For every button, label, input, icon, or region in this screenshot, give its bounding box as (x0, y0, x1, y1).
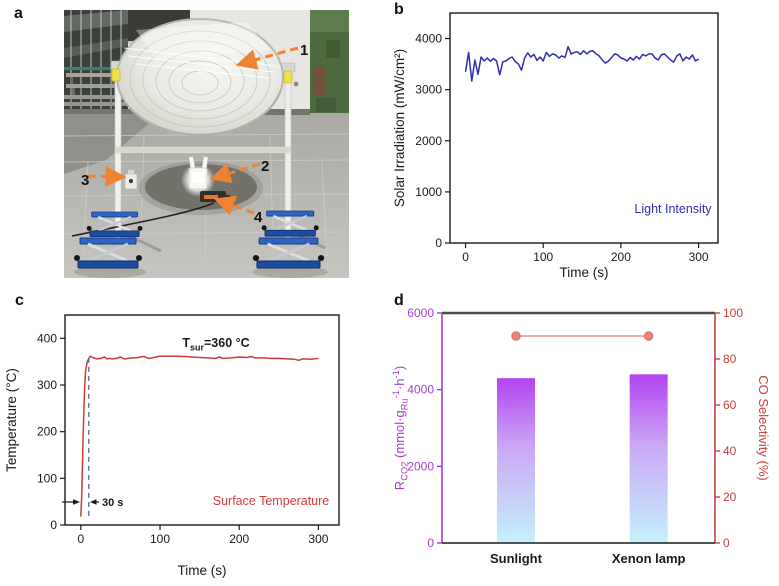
arrow-1 (235, 46, 299, 70)
y-tick-label: 0 (50, 518, 57, 532)
plot-frame (449, 12, 719, 244)
lab-jacks (72, 209, 328, 278)
x-tick-label: 200 (611, 250, 631, 264)
x-tick-label: 300 (689, 250, 709, 264)
rise-arrow-head-left (90, 499, 97, 505)
arrow-2 (209, 162, 261, 184)
y-tick-label: 200 (37, 425, 57, 439)
photo-label-1: 1 (300, 42, 308, 59)
y-tick-label: 1000 (415, 185, 442, 199)
x-tick-label: 300 (308, 532, 328, 546)
glass-facade (64, 10, 128, 110)
y-tick-label: 100 (37, 471, 57, 485)
y-tick-label: 4000 (415, 32, 442, 46)
photo-label-2: 2 (261, 158, 269, 175)
tsur-annotation: Tsur=360 °C (182, 336, 249, 353)
right-axis-label: CO Selectivity (%) (756, 375, 771, 480)
rise-time-label: 30 s (102, 497, 123, 509)
y-tick-label: 300 (37, 378, 57, 392)
series-line (80, 355, 319, 517)
photo-label-4: 4 (254, 209, 263, 226)
arrow-4 (213, 195, 255, 216)
right-tick-label: 100 (723, 306, 743, 320)
bar-sunlight (496, 378, 535, 543)
y-tick-label: 400 (37, 331, 57, 345)
x-axis-label: Time (s) (560, 265, 609, 280)
y-axis-label: Solar Irradiation (mW/cm²) (392, 49, 407, 207)
plot-frame (64, 314, 340, 526)
panel-letter-b: b (394, 1, 404, 18)
arrow-3 (87, 166, 127, 188)
x-tick-label: 100 (533, 250, 553, 264)
y-axis-label: Temperature (°C) (4, 368, 19, 472)
left-tick-label: 4000 (407, 383, 434, 397)
photo-label-3: 3 (81, 172, 89, 189)
panel-letter-a: a (14, 5, 23, 22)
building-shadow (64, 114, 160, 174)
category-label: Xenon lamp (612, 551, 686, 566)
x-tick-label: 200 (229, 532, 249, 546)
lens-clip-left (111, 68, 121, 82)
right-tick-label: 20 (723, 490, 737, 504)
x-tick-label: 0 (77, 532, 84, 546)
temperature-chart: 0 100 200 300 0 100 200 300 400 Time (s) Temperatu… (4, 314, 340, 578)
left-tick-label: 6000 (407, 306, 434, 320)
x-tick-label: 100 (150, 532, 170, 546)
hedge (310, 10, 349, 115)
right-tick-label: 40 (723, 444, 737, 458)
clip-bolt (293, 81, 299, 87)
right-tick-label: 80 (723, 352, 737, 366)
left-axis-label: RCO2 (mmol·gRu-1·h-1) (391, 366, 409, 490)
y-tick-label: 0 (435, 236, 442, 250)
category-label: Sunlight (490, 551, 543, 566)
rise-arrow-head-right (73, 499, 80, 505)
panel-letter-d: d (394, 292, 404, 309)
legend-label: Light Intensity (634, 202, 712, 216)
selectivity-point (511, 331, 521, 341)
lens-clip-right (283, 70, 293, 84)
left-tick-label: 0 (427, 536, 434, 550)
panel-letter-c: c (15, 292, 24, 309)
x-tick-label: 0 (462, 250, 469, 264)
x-axis-label: Time (s) (178, 563, 227, 578)
right-tick-label: 60 (723, 398, 737, 412)
left-tick-label: 2000 (407, 459, 434, 473)
selectivity-point (643, 331, 654, 341)
fresnel-lens (111, 18, 299, 136)
right-tick-label: 0 (723, 536, 730, 550)
legend-label: Surface Temperature (213, 494, 330, 508)
bar-xenon-lamp (629, 374, 668, 543)
rate-selectivity-chart: Sunlight Xenon lamp 0 2000 4000 6000 0 20 40 60 80… (391, 306, 771, 566)
setup-photo: 1 2 3 4 (64, 10, 349, 278)
y-tick-label: 2000 (415, 134, 442, 148)
y-tick-label: 3000 (415, 83, 442, 97)
series-line (464, 45, 700, 82)
annotation-arrows (87, 46, 299, 216)
